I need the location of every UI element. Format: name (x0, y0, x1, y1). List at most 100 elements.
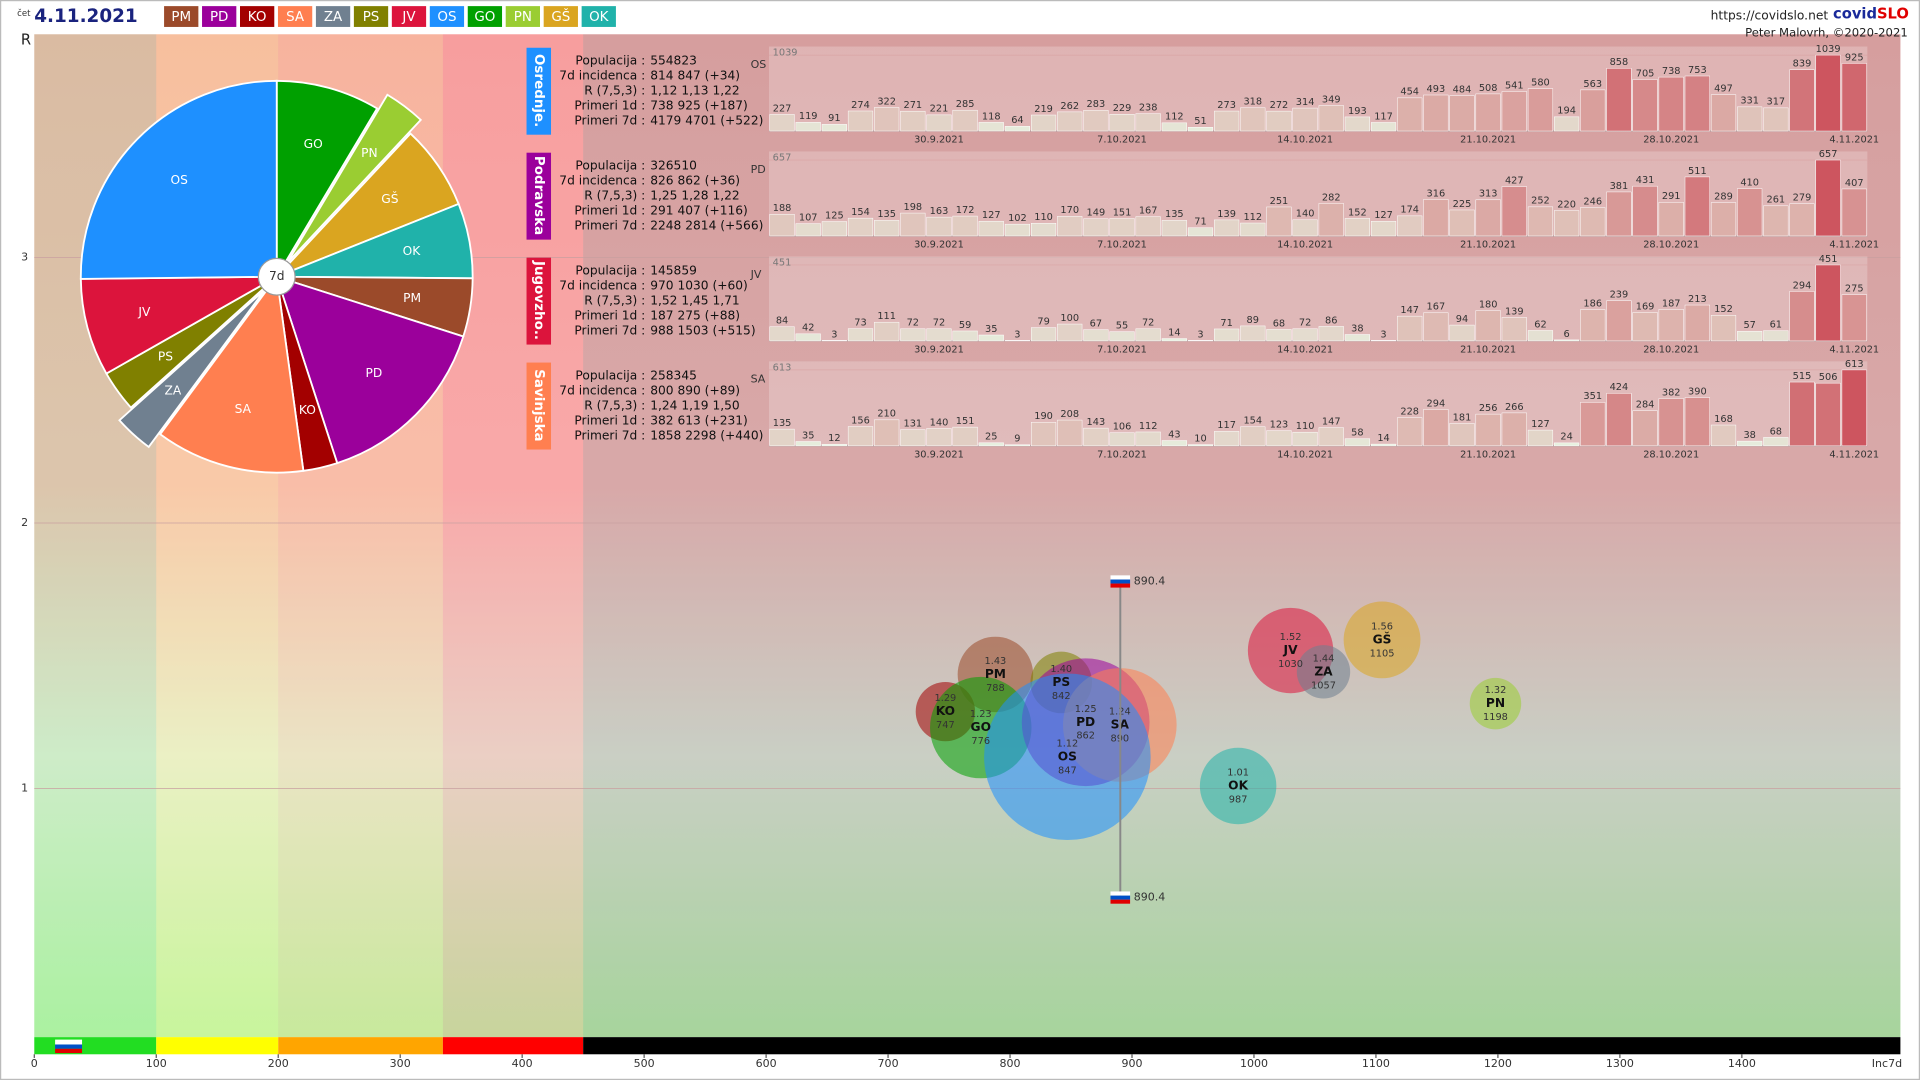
bar (1161, 122, 1187, 132)
bar-value-label: 186 (1583, 298, 1602, 309)
bar-value-label: 3 (1014, 329, 1020, 340)
y-tick-label: 657 (773, 153, 792, 164)
info-label: Primeri 1d : (574, 203, 645, 217)
bar-value-label: 14 (1377, 433, 1389, 444)
bar (821, 124, 847, 132)
region-button-label[interactable]: SA (286, 10, 305, 25)
bar-value-label: 174 (1400, 205, 1419, 216)
bar (1187, 227, 1214, 237)
x-tick-label: 200 (268, 1057, 289, 1070)
info-label: Primeri 7d : (574, 323, 645, 337)
bar (1187, 444, 1214, 447)
bar-value-label: 451 (1819, 254, 1838, 265)
region-button-label[interactable]: JV (401, 10, 416, 25)
bar (1737, 331, 1763, 342)
x-tick-label: 1300 (1606, 1057, 1634, 1070)
y-axis-label: R (21, 31, 31, 48)
region-button-label[interactable]: GO (474, 10, 495, 25)
bar-chart-label: OS (751, 58, 767, 71)
bar-value-label: 73 (854, 317, 866, 328)
bar-value-label: 580 (1531, 78, 1550, 89)
bar-value-label: 497 (1714, 84, 1733, 95)
region-button[interactable] (240, 6, 275, 27)
pie-slice (79, 79, 278, 280)
bubble-name: PM (985, 667, 1006, 681)
pie-label: GO (304, 137, 323, 151)
region-button[interactable] (164, 6, 199, 27)
bar-value-label: 51 (1194, 116, 1206, 127)
region-button[interactable] (315, 6, 351, 27)
bar-value-label: 208 (1060, 409, 1079, 420)
region-button-label[interactable]: PN (514, 10, 532, 25)
flag-white (1110, 575, 1131, 580)
bar-value-label: 72 (1142, 318, 1154, 329)
bar-value-label: 168 (1714, 414, 1733, 425)
bar (1789, 291, 1815, 342)
region-button-label[interactable]: KO (248, 10, 267, 25)
bubble-inc-label: 847 (1058, 765, 1077, 776)
region-button[interactable] (277, 6, 313, 27)
pie-label: GŠ (381, 191, 398, 206)
region-button[interactable] (202, 6, 237, 27)
region-button[interactable] (543, 6, 578, 27)
region-button[interactable] (467, 6, 503, 27)
bar (1266, 206, 1292, 237)
bar (1658, 398, 1684, 447)
flag-blue (1110, 895, 1131, 900)
bar (1501, 317, 1527, 342)
bar-value-label: 127 (1374, 210, 1393, 221)
info-label: Populacija : (575, 54, 645, 68)
bar-value-label: 256 (1479, 403, 1498, 414)
bar-value-label: 72 (907, 318, 919, 329)
region-button-label[interactable]: PD (210, 10, 228, 25)
bar (1606, 191, 1632, 237)
region-button-label[interactable]: PS (363, 10, 380, 25)
x-tick-label: 4.11.2021 (1829, 344, 1879, 355)
bar-value-label: 427 (1505, 175, 1524, 186)
region-button[interactable] (505, 6, 540, 27)
region-button-label[interactable]: GŠ (551, 7, 570, 25)
bar (1710, 202, 1737, 237)
bar (795, 441, 821, 447)
region-button[interactable] (429, 6, 465, 27)
bar-value-label: 72 (933, 318, 945, 329)
bar-value-label: 61 (1770, 320, 1782, 331)
bar (900, 429, 926, 447)
region-button-label[interactable]: ZA (324, 10, 343, 25)
bar-value-label: 167 (1139, 206, 1158, 217)
bar-value-label: 181 (1453, 412, 1472, 423)
bar (874, 220, 900, 237)
bar-value-label: 3 (1380, 329, 1386, 340)
bubble-inc-label: 842 (1052, 691, 1071, 702)
zone-bar (34, 1037, 157, 1055)
region-button[interactable] (391, 6, 427, 27)
bar (1554, 339, 1580, 342)
bar (1658, 202, 1684, 237)
region-button-label[interactable]: OS (437, 10, 456, 25)
zone-bar (156, 1037, 279, 1055)
region-title: Podravska (531, 156, 546, 235)
bar (821, 340, 847, 342)
bar (1109, 331, 1135, 342)
info-label: Populacija : (575, 369, 645, 383)
region-button[interactable] (581, 6, 616, 27)
x-tick-label: 7.10.2021 (1097, 240, 1147, 251)
bar (1397, 215, 1423, 237)
bar (1763, 205, 1789, 237)
region-button-label[interactable]: OK (589, 10, 610, 25)
bar-value-label: 143 (1087, 417, 1106, 428)
x-tick-label: 700 (878, 1057, 899, 1070)
bubble-r-label: 1.44 (1313, 653, 1335, 664)
region-button[interactable] (353, 6, 389, 27)
region-title: Savinjska (531, 369, 546, 441)
info-value: 554823 (650, 54, 697, 68)
bubble-r-label: 1.23 (970, 709, 992, 720)
bar (1684, 176, 1710, 237)
bar-value-label: 219 (1034, 104, 1053, 115)
info-value: 4179 4701 (+522) (650, 113, 763, 127)
bubble-inc-label: 1030 (1278, 659, 1303, 670)
region-button-label[interactable]: PM (171, 10, 191, 25)
bar-value-label: 6 (1563, 329, 1569, 340)
